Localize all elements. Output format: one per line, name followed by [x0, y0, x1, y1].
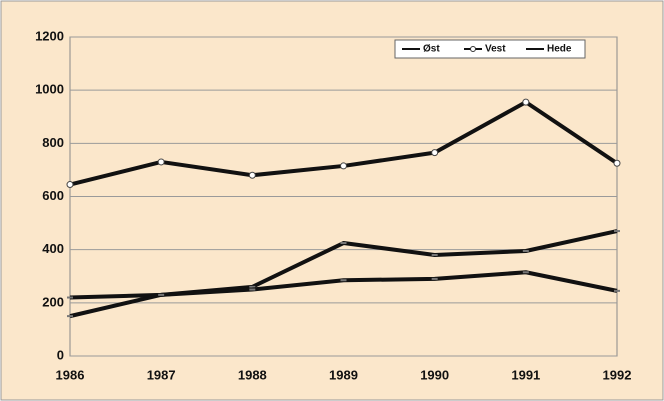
point-marker — [249, 285, 256, 288]
legend-box — [394, 39, 586, 59]
point-marker — [431, 253, 438, 256]
x-tick-label: 1992 — [603, 367, 632, 382]
point-marker — [340, 162, 347, 170]
point-marker — [249, 288, 256, 291]
point-marker — [340, 242, 347, 245]
x-tick-label: 1990 — [420, 367, 449, 382]
y-tick-label: 400 — [42, 241, 64, 256]
x-tick-label: 1991 — [511, 367, 540, 382]
point-marker — [67, 315, 73, 318]
legend: Øst Vest Hede — [394, 39, 586, 59]
point-marker — [248, 171, 256, 179]
point-marker — [431, 149, 439, 157]
x-tick-label: 1986 — [56, 367, 85, 382]
point-marker — [614, 289, 620, 292]
y-tick-label: 1000 — [35, 82, 64, 97]
point-marker — [66, 181, 74, 189]
y-tick-label: 1200 — [35, 28, 64, 43]
y-tick-label: 200 — [42, 294, 64, 309]
point-marker — [158, 293, 165, 296]
point-marker — [613, 159, 621, 167]
y-tick-label: 0 — [57, 347, 64, 362]
point-marker — [340, 279, 347, 282]
legend-label: Vest — [485, 44, 506, 55]
y-tick-label: 800 — [42, 135, 64, 150]
point-marker — [614, 230, 620, 233]
point-marker — [431, 277, 438, 280]
x-tick-label: 1987 — [147, 367, 176, 382]
legend-label: Hede — [547, 44, 572, 55]
y-tick-label: 600 — [42, 188, 64, 203]
x-tick-label: 1988 — [238, 367, 267, 382]
point-marker — [522, 271, 529, 274]
legend-marker — [470, 46, 476, 52]
point-marker — [522, 98, 530, 106]
legend-label: Øst — [423, 44, 440, 55]
point-marker — [522, 249, 529, 252]
point-marker — [157, 158, 165, 166]
x-tick-label: 1989 — [329, 367, 358, 382]
point-marker — [67, 296, 73, 299]
